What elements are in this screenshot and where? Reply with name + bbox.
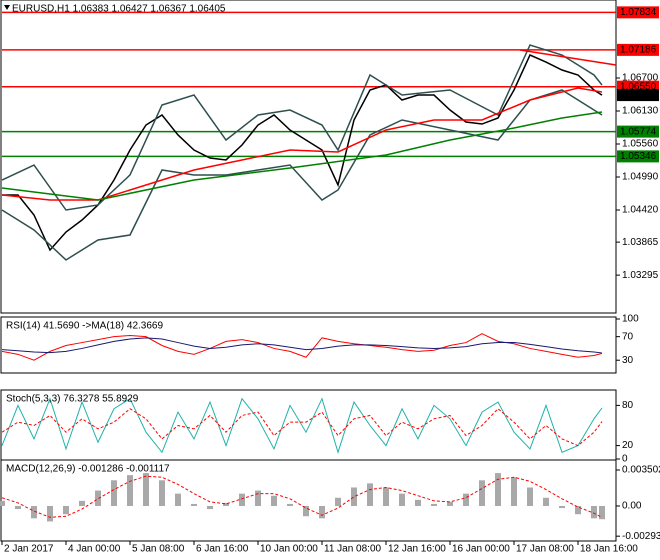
histogram-bar: [303, 505, 309, 517]
series-line: [1, 475, 603, 518]
panel-frame: [0, 316, 617, 374]
last-price-box: [617, 89, 659, 102]
histogram-bar: [599, 505, 605, 520]
histogram-bar: [79, 500, 85, 506]
level-label: 1.07186: [620, 45, 657, 56]
y-tick-label: 1.04420: [622, 205, 659, 216]
histogram-bar: [271, 495, 277, 506]
x-tick-label: 4 Jan 00:00: [68, 544, 121, 555]
histogram-bar: [111, 480, 117, 506]
histogram-bar: [351, 487, 357, 506]
y-tick-label: 1.04990: [622, 172, 659, 183]
level-label: 1.07834: [620, 7, 657, 18]
histogram-bar: [559, 505, 565, 509]
histogram-bar: [383, 487, 389, 506]
x-tick-label: 16 Jan 00:00: [452, 544, 510, 555]
y-tick-label: 0.00: [622, 501, 642, 512]
histogram-bar: [143, 473, 149, 506]
histogram-bar: [95, 490, 101, 506]
histogram-bar: [31, 505, 37, 519]
y-tick-label: 0.003502: [622, 465, 660, 476]
series-line: [1, 397, 603, 454]
level-box: [617, 150, 659, 163]
histogram-bar: [591, 505, 597, 519]
histogram-bar: [527, 487, 533, 506]
y-tick-label: 1.06130: [622, 106, 659, 117]
x-tick-label: 6 Jan 16:00: [196, 544, 249, 555]
panel-frame: [0, 459, 617, 542]
trendline: [519, 49, 617, 66]
histogram-bar: [495, 473, 501, 506]
histogram-bar: [399, 493, 405, 506]
x-tick-label: 12 Jan 16:00: [388, 544, 446, 555]
histogram-bar: [191, 503, 197, 506]
histogram-bar: [255, 490, 261, 506]
histogram-bar: [127, 475, 133, 506]
level-box: [617, 125, 659, 138]
histogram-bar: [479, 480, 485, 506]
panel-title: RSI(14) 41.5690 ->MA(18) 42.3669: [6, 321, 163, 332]
level-label: 1.06550: [620, 81, 657, 92]
histogram-bar: [335, 497, 341, 506]
histogram-bar: [511, 477, 517, 506]
title-marker: [4, 5, 10, 10]
y-tick-label: 1.06700: [622, 73, 659, 84]
series-line: [1, 87, 603, 201]
histogram-bar: [159, 480, 165, 506]
histogram-bar: [223, 502, 229, 506]
histogram-bar: [367, 483, 373, 506]
x-tick-label: 5 Jan 08:00: [132, 544, 185, 555]
histogram-bar: [319, 505, 325, 519]
histogram-bar: [287, 503, 293, 506]
panel-title: MACD(12,26,9) -0.001286 -0.001117: [6, 464, 170, 475]
x-tick-label: 2 Jan 2017: [4, 544, 54, 555]
histogram-bar: [575, 505, 581, 515]
x-tick-label: 10 Jan 00:00: [260, 544, 318, 555]
panel-title: EURUSD,H1 1.06383 1.06427 1.06367 1.0640…: [12, 4, 226, 15]
histogram-bar: [63, 505, 69, 515]
series-line: [2, 54, 603, 252]
x-tick-label: 11 Jan 08:00: [324, 544, 382, 555]
histogram-bar: [0, 500, 5, 506]
histogram-bar: [447, 501, 453, 506]
y-tick-label: 1.03295: [622, 270, 659, 281]
histogram-bar: [47, 505, 53, 522]
last-price-label: 1.06405: [620, 90, 657, 101]
histogram-bar: [415, 499, 421, 506]
level-box: [617, 43, 659, 56]
histogram-bar: [463, 493, 469, 506]
series-line: [1, 44, 603, 211]
y-tick-label: 1.03865: [622, 237, 659, 248]
y-tick-label: 1.05560: [622, 139, 659, 150]
series-line: [1, 337, 603, 354]
histogram-bar: [15, 505, 21, 510]
level-label: 1.05346: [620, 151, 657, 162]
y-tick-label: 0: [622, 454, 628, 465]
histogram-bar: [431, 503, 437, 506]
series-line: [1, 408, 603, 447]
histogram-bar: [175, 493, 181, 506]
x-tick-label: 18 Jan 16:00: [580, 544, 638, 555]
level-box: [617, 6, 659, 19]
histogram-bar: [207, 505, 213, 510]
y-tick-label: -0.002938: [622, 531, 660, 542]
x-tick-label: 17 Jan 08:00: [516, 544, 574, 555]
histogram-bar: [543, 497, 549, 506]
series-line: [1, 111, 603, 201]
y-tick-label: 100: [622, 314, 639, 325]
series-line: [1, 89, 603, 261]
y-tick-label: 70: [622, 331, 634, 342]
y-tick-label: 80: [622, 400, 634, 411]
panel-title: Stoch(5,3,3) 76.3278 55.8929: [6, 394, 139, 405]
y-tick-label: 30: [622, 355, 634, 366]
histogram-bar: [239, 493, 245, 506]
y-tick-label: 20: [622, 440, 634, 451]
level-label: 1.05774: [620, 126, 657, 137]
